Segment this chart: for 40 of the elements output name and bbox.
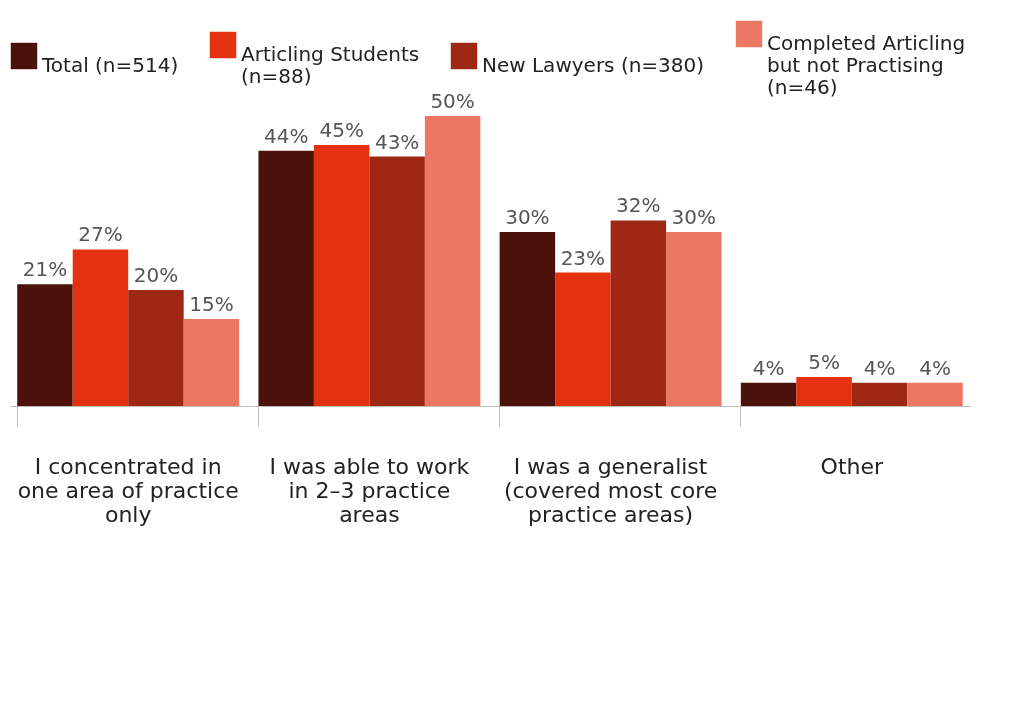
legend-label: Articling Students (n=88) bbox=[241, 42, 420, 88]
bar bbox=[369, 156, 425, 406]
bar bbox=[666, 232, 722, 406]
bar bbox=[128, 290, 184, 406]
data-label: 23% bbox=[560, 245, 606, 270]
bar bbox=[72, 249, 129, 406]
bar bbox=[740, 382, 797, 406]
data-label: 5% bbox=[808, 350, 840, 374]
bar bbox=[555, 272, 611, 406]
bar bbox=[258, 150, 314, 406]
data-label: 27% bbox=[78, 222, 123, 247]
bar bbox=[907, 382, 963, 406]
bar bbox=[183, 319, 240, 406]
data-label: 15% bbox=[189, 292, 234, 316]
data-label: 32% bbox=[616, 193, 661, 218]
bar bbox=[424, 116, 481, 406]
data-label: 30% bbox=[505, 205, 550, 229]
legend-label: Completed Articling but not Practising (n=46) bbox=[767, 31, 966, 99]
data-label: 45% bbox=[319, 118, 364, 142]
bar bbox=[313, 145, 370, 406]
bar bbox=[796, 377, 852, 406]
data-label: 20% bbox=[133, 263, 179, 287]
x-tick-label: I was a generalist (covered most core practice areas) bbox=[503, 453, 718, 527]
data-label: 4% bbox=[863, 355, 896, 380]
data-label: 44% bbox=[263, 123, 309, 148]
bar bbox=[851, 382, 908, 406]
data-label: 4% bbox=[919, 355, 951, 380]
legend-label: Total (n=514) bbox=[41, 53, 179, 77]
bar bbox=[17, 284, 73, 406]
data-label: 43% bbox=[374, 129, 420, 154]
data-label: 50% bbox=[430, 89, 475, 113]
data-label: 4% bbox=[752, 355, 785, 380]
bar bbox=[499, 232, 556, 406]
legend-label: New Lawyers (n=380) bbox=[482, 53, 705, 77]
x-tick-label: I was able to work in 2–3 practice areas bbox=[269, 453, 470, 527]
x-tick-label: I concentrated in one area of practice only bbox=[17, 453, 239, 527]
x-tick-label: Other bbox=[820, 453, 884, 479]
data-label: 21% bbox=[22, 257, 68, 282]
bar bbox=[610, 220, 667, 406]
data-label: 30% bbox=[671, 205, 717, 229]
